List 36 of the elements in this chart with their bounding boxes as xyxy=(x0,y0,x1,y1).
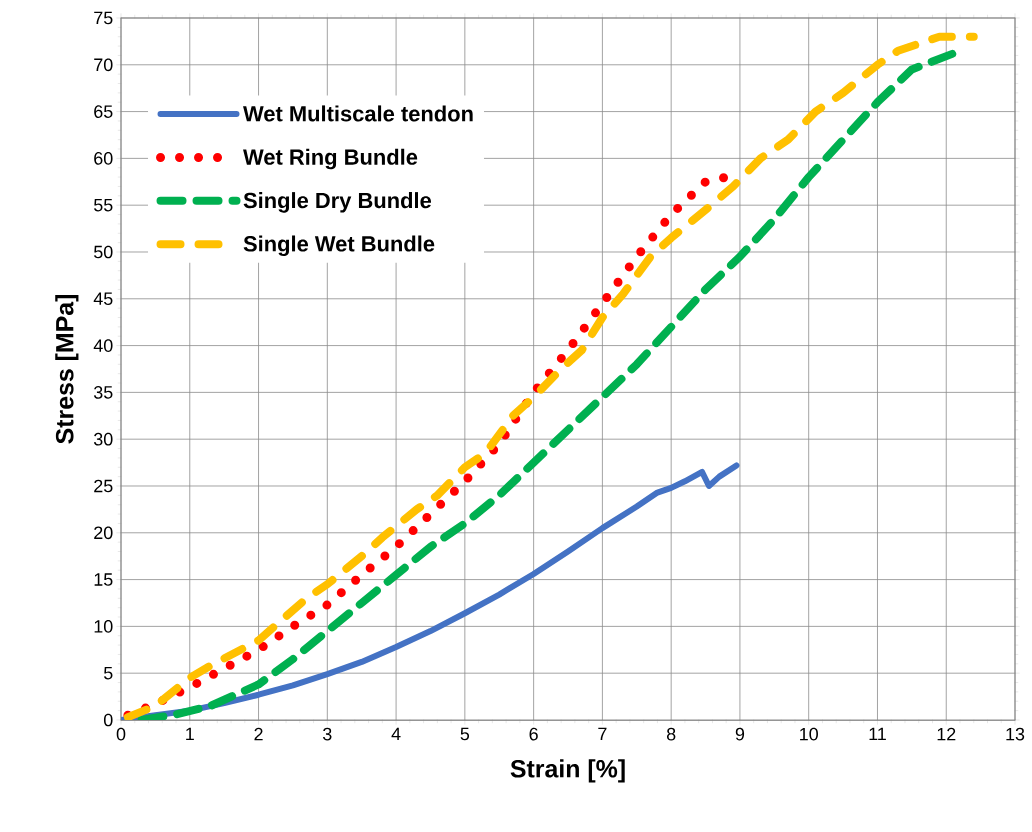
x-tick-label: 6 xyxy=(529,727,538,741)
legend-label: Wet Multiscale tendon xyxy=(243,105,473,122)
y-tick-label: 45 xyxy=(93,292,113,306)
x-tick-label: 2 xyxy=(254,727,263,741)
y-tick-label: 70 xyxy=(94,58,113,72)
y-tick-label: 10 xyxy=(94,620,113,633)
y-tick-label: 30 xyxy=(93,432,113,446)
x-tick-label: 5 xyxy=(460,727,470,741)
y-tick-label: 65 xyxy=(94,105,113,118)
y-tick-label: 0 xyxy=(103,713,113,727)
x-tick-label: 0 xyxy=(116,727,126,741)
legend-label: Single Dry Bundle xyxy=(243,192,432,213)
x-tick-label: 7 xyxy=(598,727,607,741)
y-tick-label: 50 xyxy=(94,245,113,259)
x-tick-label: 11 xyxy=(869,727,886,741)
y-tick-label: 20 xyxy=(94,526,113,540)
x-tick-label: 3 xyxy=(323,727,332,741)
x-tick-label: 4 xyxy=(391,727,401,741)
y-tick-label: 40 xyxy=(93,339,113,352)
y-tick-label: 35 xyxy=(93,386,113,399)
y-tick-label: 75 xyxy=(94,11,113,25)
legend-label: Single Wet Bundle xyxy=(243,235,435,257)
x-tick-label: 13 xyxy=(1006,727,1025,741)
x-axis-title: Strain [%] xyxy=(510,759,625,783)
y-tick-label: 55 xyxy=(94,198,113,212)
y-tick-label: 5 xyxy=(103,666,113,680)
x-tick-label: 12 xyxy=(937,727,956,741)
x-tick-label: 8 xyxy=(666,727,676,741)
x-tick-label: 9 xyxy=(735,727,745,741)
x-tick-label: 10 xyxy=(800,727,818,741)
y-tick-label: 60 xyxy=(94,152,113,165)
legend-label: Wet Ring Bundle xyxy=(243,148,418,170)
y-tick-label: 15 xyxy=(94,573,113,586)
y-axis-title: Stress [MPa] xyxy=(55,294,79,444)
x-tick-label: 1 xyxy=(186,727,194,741)
y-tick-label: 25 xyxy=(94,479,113,493)
